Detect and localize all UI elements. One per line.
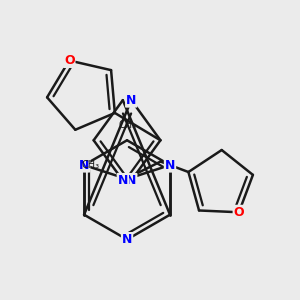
Text: N: N bbox=[122, 233, 132, 246]
Text: N: N bbox=[118, 174, 128, 187]
Text: N: N bbox=[126, 94, 136, 106]
Text: CH₃: CH₃ bbox=[119, 120, 137, 130]
Text: O: O bbox=[64, 54, 74, 67]
Text: N: N bbox=[165, 159, 175, 172]
Text: CH₃: CH₃ bbox=[82, 160, 100, 170]
Text: N: N bbox=[79, 159, 89, 172]
Text: O: O bbox=[234, 206, 244, 219]
Text: N: N bbox=[126, 174, 136, 187]
